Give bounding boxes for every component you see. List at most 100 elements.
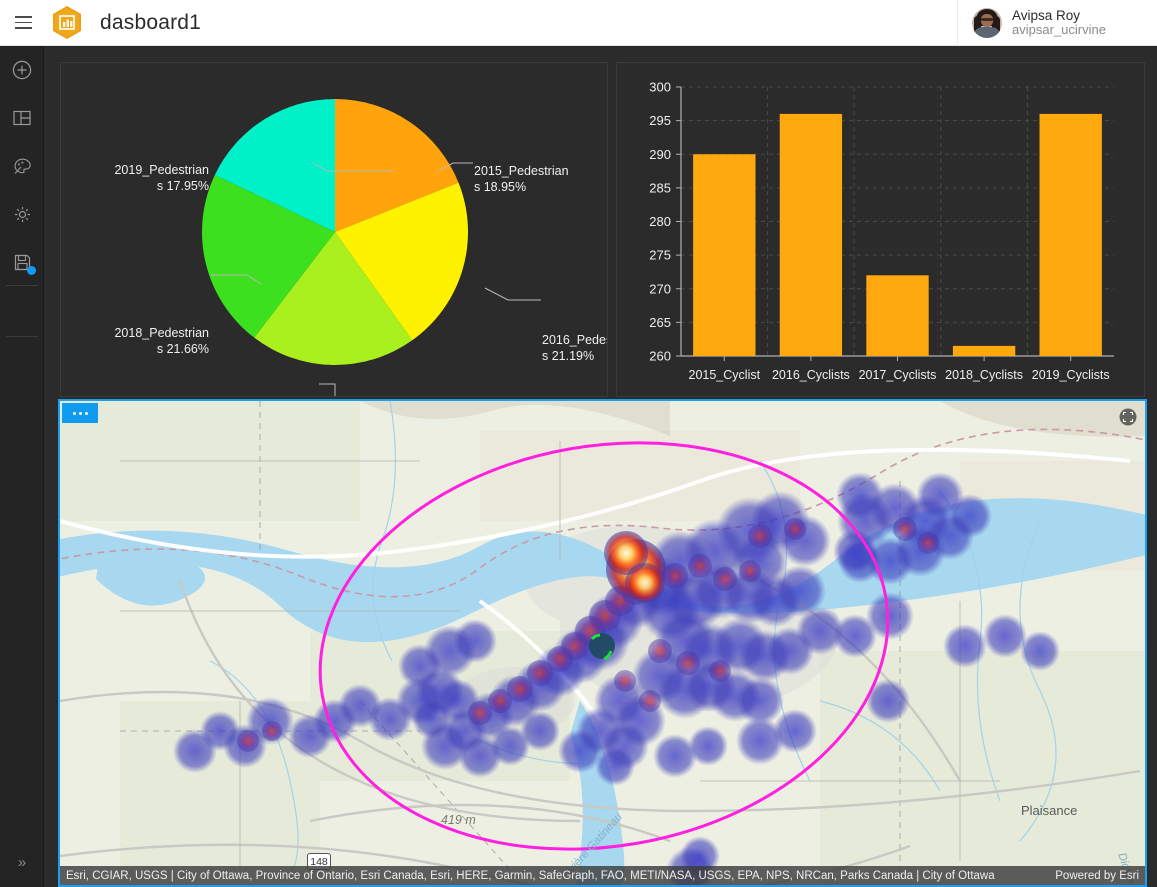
heatmap-blob <box>773 709 817 753</box>
heatmap-blob <box>639 690 661 712</box>
sidebar-item-settings[interactable] <box>0 190 44 238</box>
ellipsis-icon <box>72 411 76 415</box>
sidebar-item-theme[interactable] <box>0 142 44 190</box>
cyclist-bar-chart-panel[interactable]: 260 265 270 275 280 285 290 295 300 2015_Cyclist 2… <box>616 62 1145 397</box>
heatmap-blob <box>173 729 217 773</box>
user-account-button[interactable]: Avipsa Roy avipsar_ucirvine <box>957 0 1157 46</box>
heatmap-blob <box>1020 631 1060 671</box>
avatar <box>972 8 1002 38</box>
pie-slice[interactable] <box>254 232 413 365</box>
y-axis-tick-label: 275 <box>649 248 671 263</box>
bar[interactable] <box>779 113 843 357</box>
ellipsis-icon <box>84 411 88 415</box>
heatmap-blob <box>713 567 737 591</box>
pie-label-2019: 2019_Pedestrian s 17.95% <box>114 163 209 194</box>
y-axis-tick-label: 285 <box>649 180 671 195</box>
bar[interactable] <box>1039 113 1102 357</box>
pie-slice[interactable] <box>335 182 468 341</box>
pedestrian-pie-chart-panel[interactable]: 2015_Pedestrian s 18.95% 2016_Pedestrian… <box>60 62 608 397</box>
heatmap-blob <box>774 565 826 617</box>
left-sidebar: » <box>0 46 44 887</box>
gear-icon <box>14 206 30 222</box>
heatmap-blob <box>917 532 939 554</box>
user-handle: avipsar_ucirvine <box>1012 22 1106 38</box>
heatmap-blob <box>983 614 1027 658</box>
map-widget[interactable]: Gatineau Ottawa Kanata Arnprior Bourget … <box>58 399 1147 887</box>
heatmap-blob <box>488 689 512 713</box>
page-title: dasboard1 <box>100 10 202 34</box>
heatmap-blob <box>833 614 877 658</box>
y-axis-tick-label: 295 <box>649 113 671 128</box>
hamburger-icon[interactable] <box>0 0 46 46</box>
heatmap-blob <box>836 472 884 520</box>
heatmap-blob <box>736 717 784 765</box>
pie-leader-lines <box>211 162 541 396</box>
map-expand-button[interactable] <box>1117 406 1139 428</box>
y-axis-tick-label: 260 <box>649 349 671 364</box>
heatmap-blob <box>653 734 697 778</box>
heatmap-blob <box>625 563 665 603</box>
heatmap-blob <box>662 563 688 589</box>
heatmap-blob <box>412 699 452 739</box>
x-axis-tick-label: 2019_Cyclists <box>1032 368 1110 382</box>
pie-chart-graphic <box>201 99 468 365</box>
y-axis-tick-label: 265 <box>649 315 671 330</box>
sidebar-item-save[interactable] <box>0 238 44 286</box>
heatmap-blob <box>262 721 282 741</box>
app-header: dasboard1 Avipsa Roy avipsar_ucirvine <box>0 0 1157 46</box>
user-name: Avipsa Roy <box>1012 7 1081 23</box>
heatmap-blob <box>748 524 772 548</box>
bar[interactable] <box>866 275 929 356</box>
heatmap-blob <box>688 554 712 578</box>
dashboard-logo-icon <box>52 6 82 39</box>
heatmap-blob <box>547 646 573 672</box>
map-canvas[interactable] <box>60 401 1145 885</box>
heatmap-blob <box>866 679 910 723</box>
pie-slice[interactable] <box>214 99 335 232</box>
y-axis-tick-label: 280 <box>649 214 671 229</box>
heatmap-blob <box>796 607 844 655</box>
y-axis-tick-label: 270 <box>649 281 671 296</box>
pie-label-2016: 2016_Pedestrian s 21.19% <box>542 333 607 364</box>
heatmap-blob <box>893 517 917 541</box>
heatmap-blob <box>507 676 533 702</box>
heatmap-blob <box>595 746 635 786</box>
sidebar-item-layout[interactable] <box>0 94 44 142</box>
powered-by-label: Powered by Esri <box>1055 869 1139 882</box>
sidebar-expand-button[interactable]: » <box>17 853 27 871</box>
heatmap-blob <box>676 651 700 675</box>
selection-ellipse <box>318 441 890 851</box>
heatmap-blob <box>527 660 553 686</box>
heatmap-blob <box>288 714 332 758</box>
ellipsis-icon <box>78 411 82 415</box>
map-attribution: Esri, CGIAR, USGS | City of Ottawa, Prov… <box>60 866 1145 885</box>
bar-chart-graphic: 260 265 270 275 280 285 290 295 300 2015_Cyclist 2… <box>649 80 1114 382</box>
heatmap-blob <box>614 670 636 692</box>
heatmap-blob <box>604 531 648 575</box>
x-axis-tick-label: 2016_Cyclists <box>772 368 850 382</box>
heatmap-blob <box>688 726 728 766</box>
pie-label-2018: 2018_Pedestrian s 21.66% <box>114 326 209 357</box>
plus-circle-icon <box>12 60 32 80</box>
save-floppy-icon <box>14 254 30 270</box>
heatmap-blob <box>520 711 560 751</box>
paint-palette-icon <box>14 158 31 174</box>
bar[interactable] <box>693 154 756 356</box>
bar[interactable] <box>952 345 1016 356</box>
heatmap-blob <box>943 624 987 668</box>
attribution-text: Esri, CGIAR, USGS | City of Ottawa, Prov… <box>66 869 995 882</box>
map-options-button[interactable] <box>62 403 98 423</box>
heatmap-blob <box>866 592 914 640</box>
heatmap-blob <box>739 560 761 582</box>
expand-fullscreen-icon <box>1119 408 1137 426</box>
pie-slice[interactable] <box>335 99 459 232</box>
y-axis-tick-label: 300 <box>649 80 671 95</box>
sidebar-item-add-element[interactable] <box>0 46 44 94</box>
x-axis-tick-label: 2017_Cyclists <box>859 368 937 382</box>
selected-feature-marker <box>589 633 615 661</box>
x-axis-tick-label: 2015_Cyclist <box>689 368 761 382</box>
unsaved-changes-badge <box>27 266 36 275</box>
heatmap-blob <box>948 494 992 538</box>
pie-slice[interactable] <box>201 174 335 338</box>
